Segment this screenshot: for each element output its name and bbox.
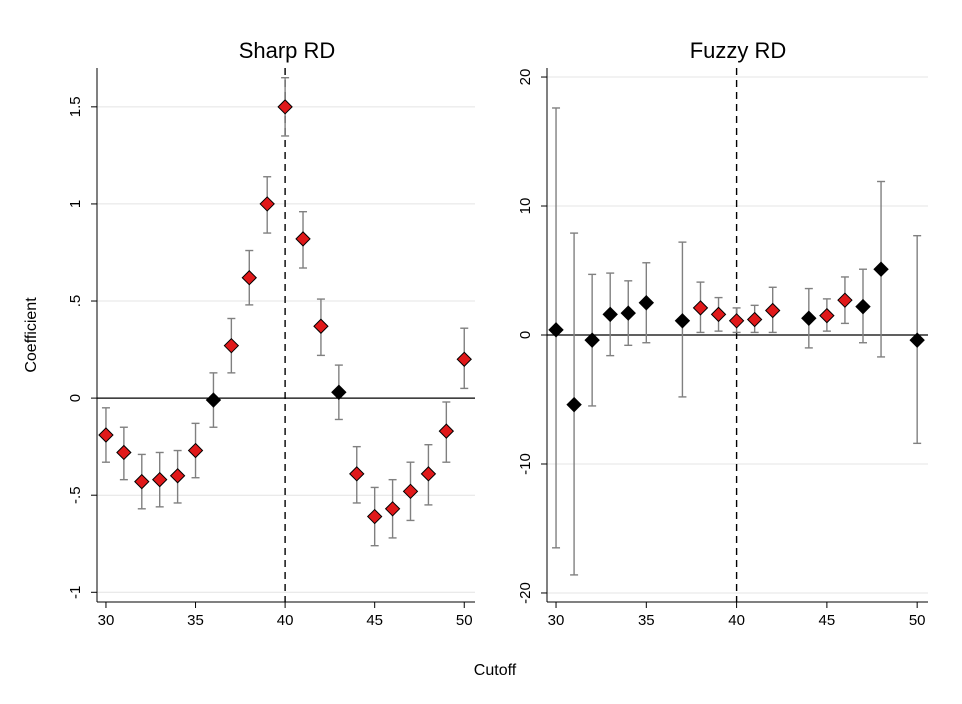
sharp-point — [420, 466, 437, 482]
fuzzy-point — [765, 302, 781, 319]
sharp-rd-title: Sharp RD — [239, 38, 336, 63]
sharp-point — [259, 196, 275, 212]
fuzzy-point — [801, 310, 817, 326]
sharp-point — [366, 508, 383, 525]
fuzzy-point — [873, 261, 889, 277]
fuzzy-x-tick-label: 40 — [728, 612, 745, 629]
sharp-point — [456, 351, 472, 367]
fuzzy-point — [710, 306, 727, 323]
sharp-point — [402, 483, 419, 500]
fuzzy-point — [566, 396, 582, 413]
fuzzy-x-tick-label: 30 — [548, 612, 565, 629]
fuzzy-rd-panel: Fuzzy RD -20 -10 0 10 20 30 35 40 45 50 — [517, 38, 928, 629]
sharp-point — [295, 231, 311, 247]
fuzzy-point — [674, 313, 691, 329]
sharp-rd-panel: Sharp RD -1 -.5 0 .5 1 1.5 30 35 40 45 50 — [67, 38, 475, 629]
sharp-point — [134, 473, 150, 490]
fuzzy-y-tick-label: 10 — [517, 198, 534, 215]
sharp-x-tick-label: 35 — [187, 612, 204, 629]
sharp-point — [384, 501, 401, 517]
sharp-point — [313, 318, 329, 334]
fuzzy-x-tick-label: 50 — [909, 612, 926, 629]
sharp-point — [187, 442, 204, 459]
sharp-y-tick-label: -1 — [67, 586, 84, 599]
sharp-point — [116, 444, 132, 461]
fuzzy-point — [692, 300, 709, 316]
fuzzy-x-tick-label: 35 — [638, 612, 655, 629]
sharp-y-tick-label: 0 — [67, 394, 84, 402]
sharp-y-tick-label: 1 — [67, 200, 84, 208]
fuzzy-point — [837, 292, 853, 308]
sharp-point — [223, 337, 240, 354]
fuzzy-x-tick-label: 45 — [819, 612, 836, 629]
sharp-point — [98, 427, 114, 443]
sharp-y-tick-label: 1.5 — [67, 96, 84, 117]
fuzzy-y-tick-label: -20 — [517, 582, 534, 604]
sharp-x-tick-label: 40 — [277, 612, 294, 629]
fuzzy-rd-title: Fuzzy RD — [690, 38, 787, 63]
x-axis-title: Cutoff — [474, 662, 517, 679]
fuzzy-point — [620, 305, 636, 321]
sharp-point — [205, 392, 222, 408]
sharp-point — [151, 471, 168, 488]
fuzzy-y-tick-label: -10 — [517, 453, 534, 475]
y-axis-title: Coefficient — [23, 297, 40, 373]
fuzzy-y-tick-label: 0 — [517, 331, 534, 339]
fuzzy-point — [909, 332, 925, 348]
fuzzy-point — [819, 307, 835, 324]
fuzzy-point — [548, 322, 564, 338]
fuzzy-point — [855, 298, 871, 315]
sharp-x-tick-label: 45 — [366, 612, 383, 629]
sharp-point — [331, 384, 347, 400]
fuzzy-point — [602, 306, 618, 323]
sharp-y-tick-label: .5 — [67, 295, 84, 308]
fuzzy-point — [584, 332, 600, 348]
sharp-point — [169, 468, 186, 484]
sharp-point — [241, 270, 257, 286]
sharp-point — [438, 423, 455, 439]
fuzzy-y-tick-label: 20 — [517, 69, 534, 86]
sharp-x-tick-label: 50 — [456, 612, 473, 629]
fuzzy-point — [728, 313, 745, 329]
fuzzy-point — [746, 311, 763, 328]
sharp-point — [277, 99, 293, 115]
fuzzy-point — [638, 295, 655, 311]
sharp-y-tick-label: -.5 — [67, 486, 84, 504]
sharp-x-tick-label: 30 — [98, 612, 115, 629]
sharp-point — [349, 466, 365, 482]
